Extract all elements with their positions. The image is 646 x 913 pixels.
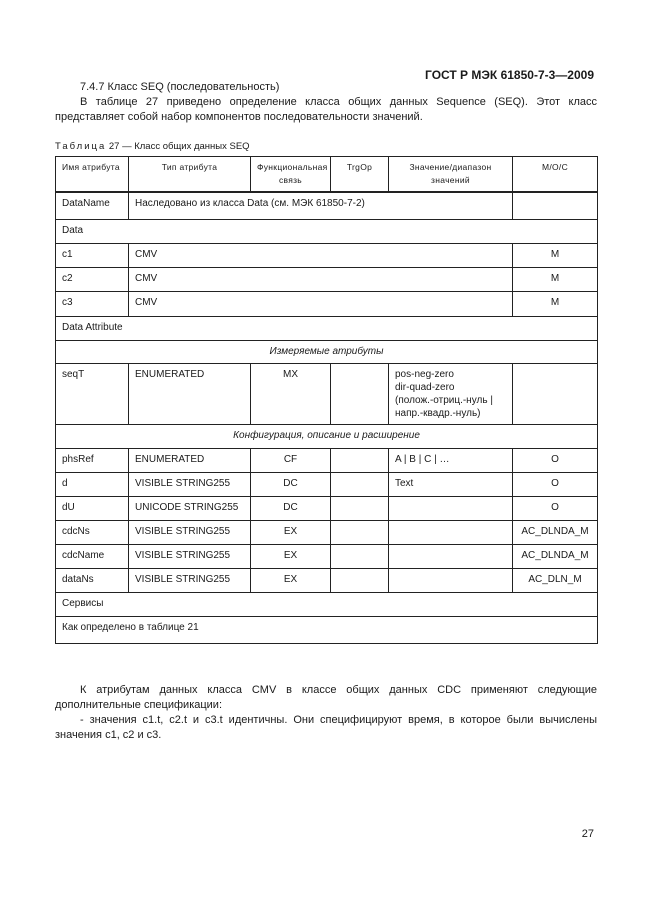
cell xyxy=(330,471,389,497)
col-header: TrgOp xyxy=(330,156,389,193)
cell: Как определено в таблице 21 xyxy=(55,615,598,644)
table-row: dU UNICODE STRING255 DC O xyxy=(55,495,598,521)
cell: VISIBLE STRING255 xyxy=(128,471,251,497)
cell: Text xyxy=(388,471,513,497)
cell: Data xyxy=(55,218,598,244)
cell: CMV xyxy=(128,242,513,268)
table-row: dataNs VISIBLE STRING255 EX AC_DLN_M xyxy=(55,567,598,593)
cell xyxy=(388,567,513,593)
cell: CF xyxy=(250,447,331,473)
section-row: Data xyxy=(55,218,598,244)
cell: CMV xyxy=(128,290,513,317)
cell: M xyxy=(512,266,598,292)
cell: dataNs xyxy=(55,567,129,593)
cell: A | B | C | … xyxy=(388,447,513,473)
cell xyxy=(330,495,389,521)
cell: VISIBLE STRING255 xyxy=(128,567,251,593)
cell xyxy=(388,519,513,545)
section-row: Сервисы xyxy=(55,591,598,617)
col-header: Тип атрибута xyxy=(128,156,251,193)
cell: dU xyxy=(55,495,129,521)
table-row: phsRef ENUMERATED CF A | B | C | … O xyxy=(55,447,598,473)
cell: DC xyxy=(250,471,331,497)
section-row: Data Attribute xyxy=(55,315,598,341)
cell xyxy=(512,362,598,425)
after-list-item: - значения c1.t, c2.t и c3.t идентичны. … xyxy=(55,714,597,741)
intro-paragraph: В таблице 27 приведено определение класс… xyxy=(55,96,597,123)
col-header: M/O/C xyxy=(512,156,598,193)
document-header: ГОСТ Р МЭК 61850-7-3—2009 xyxy=(425,68,594,82)
cell: EX xyxy=(250,567,331,593)
cell xyxy=(330,447,389,473)
cell: UNICODE STRING255 xyxy=(128,495,251,521)
table-caption: Таблица 27 — Класс общих данных SEQ xyxy=(55,141,250,152)
cell: ENUMERATED xyxy=(128,362,251,425)
cell: phsRef xyxy=(55,447,129,473)
group-row: Конфигурация, описание и расширение xyxy=(55,423,598,449)
seq-table: Имя атрибута Тип атрибута Функциональная… xyxy=(55,156,598,644)
cell: EX xyxy=(250,519,331,545)
table-row: d VISIBLE STRING255 DC Text O xyxy=(55,471,598,497)
section-title: 7.4.7 Класс SEQ (последовательность) xyxy=(80,81,280,93)
cell xyxy=(330,362,389,425)
cell: VISIBLE STRING255 xyxy=(128,519,251,545)
table-row: c3 CMV M xyxy=(55,290,598,317)
col-header: Функциональная связь xyxy=(250,156,331,193)
cell: AC_DLNDA_M xyxy=(512,519,598,545)
cell: CMV xyxy=(128,266,513,292)
table-row: seqT ENUMERATED MX pos-neg-zero dir-quad-… xyxy=(55,362,598,425)
cell xyxy=(330,543,389,569)
group-row: Измеряемые атрибуты xyxy=(55,339,598,364)
cell xyxy=(388,495,513,521)
page-number: 27 xyxy=(581,828,594,840)
cell: O xyxy=(512,471,598,497)
table-row: cdcNs VISIBLE STRING255 EX AC_DLNDA_M xyxy=(55,519,598,545)
cell: M xyxy=(512,290,598,317)
cell: EX xyxy=(250,543,331,569)
cell: VISIBLE STRING255 xyxy=(128,543,251,569)
cell: Конфигурация, описание и расширение xyxy=(55,423,598,449)
table-row: c1 CMV M xyxy=(55,242,598,268)
cell xyxy=(388,543,513,569)
cell: ENUMERATED xyxy=(128,447,251,473)
cell: DC xyxy=(250,495,331,521)
cell xyxy=(512,191,598,220)
cell: c2 xyxy=(55,266,129,292)
cell: c1 xyxy=(55,242,129,268)
cell: seqT xyxy=(55,362,129,425)
cell: Data Attribute xyxy=(55,315,598,341)
cell: MX xyxy=(250,362,331,425)
cell: d xyxy=(55,471,129,497)
cell: O xyxy=(512,447,598,473)
cell: c3 xyxy=(55,290,129,317)
col-header: Имя атрибута xyxy=(55,156,129,193)
cell: Наследовано из класса Data (см. МЭК 6185… xyxy=(128,191,513,220)
cell: Сервисы xyxy=(55,591,598,617)
table-row: DataName Наследовано из класса Data (см. … xyxy=(55,191,598,220)
table-header-row: Имя атрибута Тип атрибута Функциональная… xyxy=(55,156,598,193)
after-paragraph: К атрибутам данных класса CMV в классе о… xyxy=(55,684,597,711)
table-row: c2 CMV M xyxy=(55,266,598,292)
cell: cdcName xyxy=(55,543,129,569)
cell xyxy=(330,567,389,593)
cell: O xyxy=(512,495,598,521)
cell xyxy=(330,519,389,545)
cell: M xyxy=(512,242,598,268)
table-row: Как определено в таблице 21 xyxy=(55,615,598,644)
cell: cdcNs xyxy=(55,519,129,545)
col-header: Значение/диапазон значений xyxy=(388,156,513,193)
cell: AC_DLNDA_M xyxy=(512,543,598,569)
table-row: cdcName VISIBLE STRING255 EX AC_DLNDA_M xyxy=(55,543,598,569)
cell: pos-neg-zero dir-quad-zero (полож.-отриц.-… xyxy=(388,362,513,425)
cell: Измеряемые атрибуты xyxy=(55,339,598,364)
cell: AC_DLN_M xyxy=(512,567,598,593)
cell: DataName xyxy=(55,191,129,220)
